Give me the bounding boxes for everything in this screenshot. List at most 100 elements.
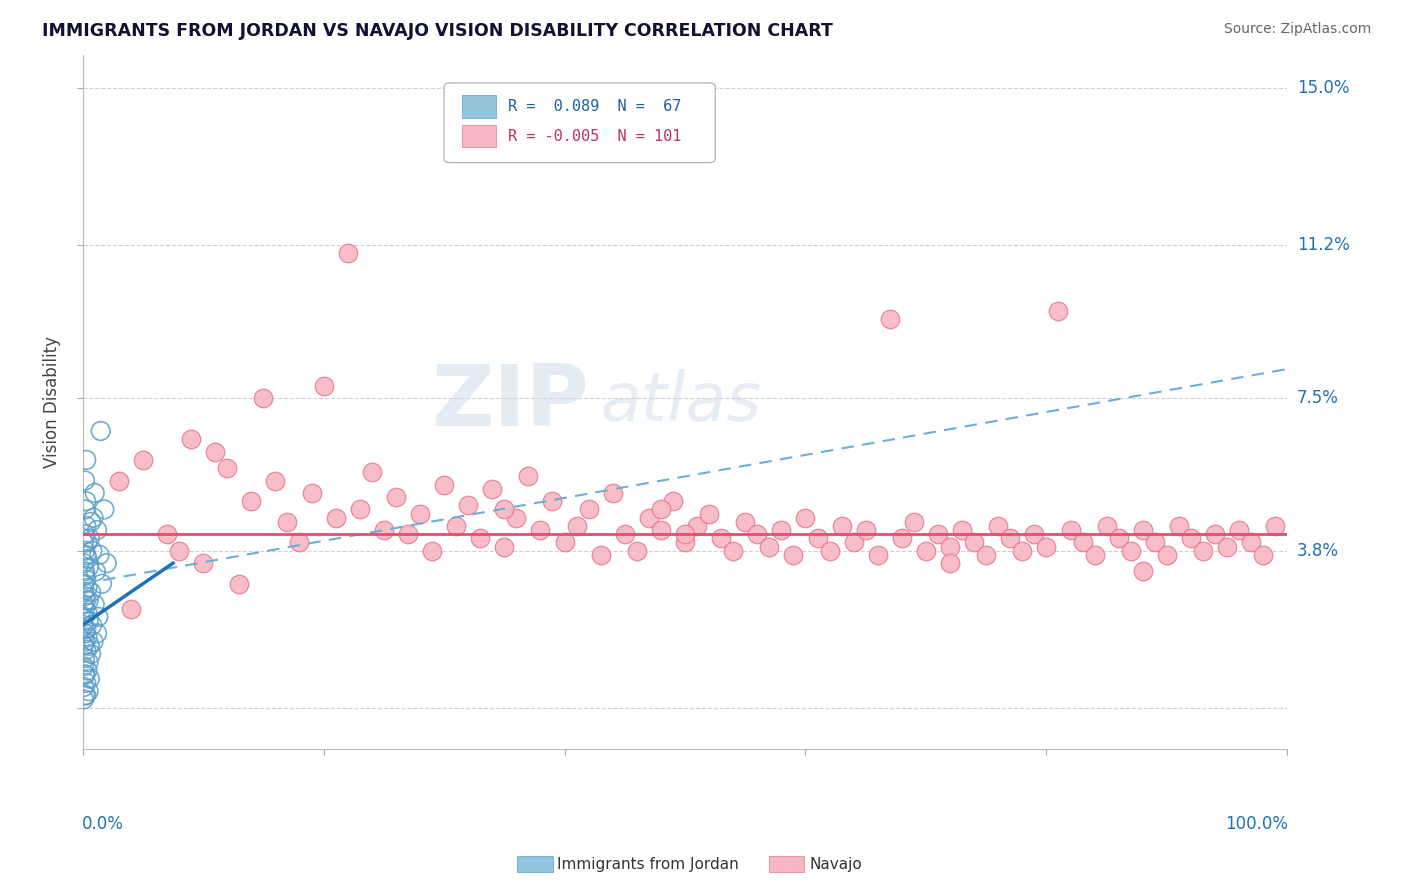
- Point: [1240, 535, 1263, 549]
- Point: [818, 543, 841, 558]
- Point: [73, 680, 96, 694]
- Point: [76, 535, 98, 549]
- Point: [1216, 540, 1239, 554]
- Point: [373, 523, 395, 537]
- Point: [73, 556, 96, 570]
- Point: [73, 618, 96, 632]
- Point: [75, 688, 97, 702]
- Text: 15.0%: 15.0%: [1296, 79, 1350, 97]
- Point: [650, 502, 672, 516]
- Point: [87, 610, 110, 624]
- Point: [76, 664, 98, 678]
- Point: [336, 246, 359, 260]
- Point: [1264, 519, 1286, 533]
- Point: [228, 576, 250, 591]
- Point: [217, 461, 239, 475]
- Point: [75, 622, 97, 636]
- Point: [82, 543, 104, 558]
- Point: [1108, 532, 1130, 546]
- Point: [73, 651, 96, 665]
- Point: [325, 510, 347, 524]
- Point: [602, 486, 624, 500]
- Point: [75, 494, 97, 508]
- Point: [79, 639, 101, 653]
- Point: [75, 453, 97, 467]
- Point: [76, 606, 98, 620]
- Point: [73, 639, 96, 653]
- Point: [180, 432, 202, 446]
- Point: [710, 532, 733, 546]
- Point: [77, 614, 100, 628]
- Point: [1180, 532, 1202, 546]
- Point: [80, 585, 103, 599]
- Point: [662, 494, 685, 508]
- Point: [73, 568, 96, 582]
- Text: 100.0%: 100.0%: [1226, 815, 1288, 833]
- Text: 7.5%: 7.5%: [1296, 389, 1339, 407]
- Text: 11.2%: 11.2%: [1296, 236, 1350, 254]
- Point: [75, 593, 97, 607]
- Point: [626, 543, 648, 558]
- Point: [1071, 535, 1094, 549]
- Point: [565, 519, 588, 533]
- Point: [831, 519, 853, 533]
- Point: [93, 502, 115, 516]
- Point: [939, 556, 962, 570]
- Point: [1132, 523, 1154, 537]
- Point: [1095, 519, 1118, 533]
- Point: [1204, 527, 1226, 541]
- Point: [637, 510, 659, 524]
- Point: [673, 527, 696, 541]
- Point: [288, 535, 311, 549]
- Point: [950, 523, 973, 537]
- Point: [697, 507, 720, 521]
- Point: [1119, 543, 1142, 558]
- Point: [76, 581, 98, 595]
- Point: [1011, 543, 1033, 558]
- Point: [120, 601, 142, 615]
- Point: [747, 527, 769, 541]
- Point: [673, 535, 696, 549]
- Point: [75, 519, 97, 533]
- Point: [107, 474, 129, 488]
- Point: [90, 424, 112, 438]
- Bar: [463, 125, 496, 147]
- Point: [77, 560, 100, 574]
- Point: [73, 667, 96, 681]
- Point: [73, 527, 96, 541]
- Point: [89, 548, 111, 562]
- Point: [1024, 527, 1046, 541]
- Point: [86, 626, 108, 640]
- Point: [770, 523, 793, 537]
- Point: [75, 643, 97, 657]
- Point: [470, 532, 492, 546]
- Point: [276, 515, 298, 529]
- Point: [734, 515, 756, 529]
- Point: [73, 659, 96, 673]
- Text: R =  0.089  N =  67: R = 0.089 N = 67: [508, 99, 682, 114]
- Point: [1132, 565, 1154, 579]
- Point: [312, 378, 335, 392]
- Point: [1035, 540, 1057, 554]
- Point: [84, 565, 107, 579]
- Text: R = -0.005  N = 101: R = -0.005 N = 101: [508, 128, 682, 144]
- Point: [457, 498, 479, 512]
- Point: [301, 486, 323, 500]
- Point: [79, 532, 101, 546]
- Point: [1084, 548, 1107, 562]
- Point: [73, 634, 96, 648]
- Point: [79, 672, 101, 686]
- Point: [73, 565, 96, 579]
- Point: [505, 510, 527, 524]
- Point: [240, 494, 263, 508]
- Point: [794, 510, 817, 524]
- Point: [73, 610, 96, 624]
- Point: [686, 519, 709, 533]
- Point: [76, 631, 98, 645]
- Point: [82, 510, 104, 524]
- Point: [1143, 535, 1166, 549]
- Point: [721, 543, 744, 558]
- Point: [494, 502, 516, 516]
- Point: [890, 532, 912, 546]
- Y-axis label: Vision Disability: Vision Disability: [44, 336, 60, 468]
